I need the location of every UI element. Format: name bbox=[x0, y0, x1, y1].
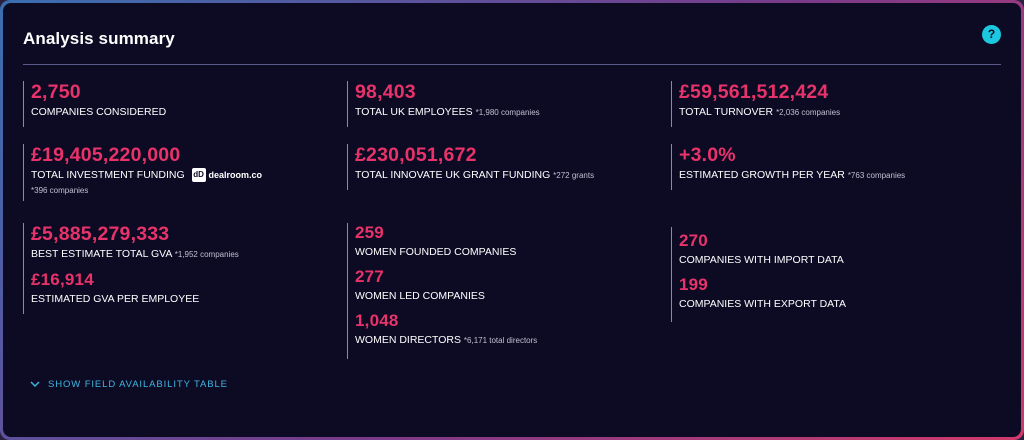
companies-label: COMPANIES CONSIDERED bbox=[31, 106, 167, 118]
dealroom-logo-icon: dD bbox=[191, 168, 206, 183]
turnover-label: TOTAL TURNOVER bbox=[679, 106, 774, 118]
dealroom-badge[interactable]: dD dealroom.co bbox=[191, 168, 263, 183]
investment-value: £19,405,220,000 bbox=[31, 144, 181, 166]
stat-uk-employees: 98,403 TOTAL UK EMPLOYEES *1,980 compani… bbox=[347, 81, 540, 127]
stat-total-turnover: £59,561,512,424 TOTAL TURNOVER *2,036 co… bbox=[671, 81, 840, 127]
growth-value: +3.0% bbox=[679, 144, 736, 166]
stat-companies-considered: 2,750 COMPANIES CONSIDERED bbox=[23, 81, 166, 127]
help-question-icon[interactable]: ? bbox=[982, 25, 1001, 44]
investment-label: TOTAL INVESTMENT FUNDING bbox=[31, 169, 185, 181]
growth-label: ESTIMATED GROWTH PER YEAR bbox=[679, 169, 845, 181]
women-led: 277 WOMEN LED COMPANIES bbox=[355, 267, 537, 303]
export-label: COMPANIES WITH EXPORT DATA bbox=[679, 298, 847, 310]
women-directors-value: 1,048 bbox=[355, 311, 399, 330]
analysis-summary-panel: Analysis summary ? 2,750 COMPANIES CONSI… bbox=[3, 3, 1021, 437]
stat-trade: 270 COMPANIES WITH IMPORT DATA 199 COMPA… bbox=[671, 227, 846, 322]
gva-per-employee-label: ESTIMATED GVA PER EMPLOYEE bbox=[31, 293, 200, 305]
panel-title: Analysis summary bbox=[23, 29, 175, 48]
gva-note: *1,952 companies bbox=[174, 250, 239, 259]
growth-note: *763 companies bbox=[847, 171, 906, 180]
grants-note: *272 grants bbox=[553, 171, 595, 180]
grants-label: TOTAL INNOVATE UK GRANT FUNDING bbox=[355, 169, 551, 181]
show-field-availability-toggle[interactable]: SHOW FIELD AVAILABILITY TABLE bbox=[30, 379, 228, 390]
export: 199 COMPANIES WITH EXPORT DATA bbox=[679, 275, 846, 311]
women-directors-label: WOMEN DIRECTORS bbox=[355, 334, 461, 346]
toggle-label: SHOW FIELD AVAILABILITY TABLE bbox=[48, 379, 228, 390]
turnover-note: *2,036 companies bbox=[776, 108, 841, 117]
employees-label: TOTAL UK EMPLOYEES bbox=[355, 106, 473, 118]
stat-gva: £5,885,279,333 BEST ESTIMATE TOTAL GVA *… bbox=[23, 223, 239, 314]
dealroom-text: dealroom.co bbox=[208, 170, 263, 181]
women-directors-note: *6,171 total directors bbox=[463, 336, 538, 345]
import-label: COMPANIES WITH IMPORT DATA bbox=[679, 254, 844, 266]
women-founded-label: WOMEN FOUNDED COMPANIES bbox=[355, 246, 517, 258]
import-value: 270 bbox=[679, 231, 708, 250]
turnover-value: £59,561,512,424 bbox=[679, 81, 829, 103]
chevron-down-icon bbox=[30, 381, 40, 388]
women-led-value: 277 bbox=[355, 267, 384, 286]
employees-note: *1,980 companies bbox=[475, 108, 540, 117]
companies-value: 2,750 bbox=[31, 81, 81, 103]
stat-women: 259 WOMEN FOUNDED COMPANIES 277 WOMEN LE… bbox=[347, 223, 537, 359]
women-led-label: WOMEN LED COMPANIES bbox=[355, 290, 485, 302]
gva-per-employee-value: £16,914 bbox=[31, 270, 94, 289]
women-founded-value: 259 bbox=[355, 223, 384, 242]
stat-growth: +3.0% ESTIMATED GROWTH PER YEAR *763 com… bbox=[671, 144, 905, 190]
employees-value: 98,403 bbox=[355, 81, 416, 103]
gva-value: £5,885,279,333 bbox=[31, 223, 170, 245]
stat-innovate-grants: £230,051,672 TOTAL INNOVATE UK GRANT FUN… bbox=[347, 144, 594, 190]
investment-note: *396 companies bbox=[31, 186, 89, 196]
gva-per-employee: £16,914 ESTIMATED GVA PER EMPLOYEE bbox=[31, 270, 239, 306]
stat-investment-funding: £19,405,220,000 TOTAL INVESTMENT FUNDING… bbox=[23, 144, 262, 201]
grants-value: £230,051,672 bbox=[355, 144, 477, 166]
gva-label: BEST ESTIMATE TOTAL GVA bbox=[31, 248, 172, 260]
divider bbox=[23, 64, 1001, 65]
women-directors: 1,048 WOMEN DIRECTORS *6,171 total direc… bbox=[355, 311, 537, 348]
export-value: 199 bbox=[679, 275, 708, 294]
